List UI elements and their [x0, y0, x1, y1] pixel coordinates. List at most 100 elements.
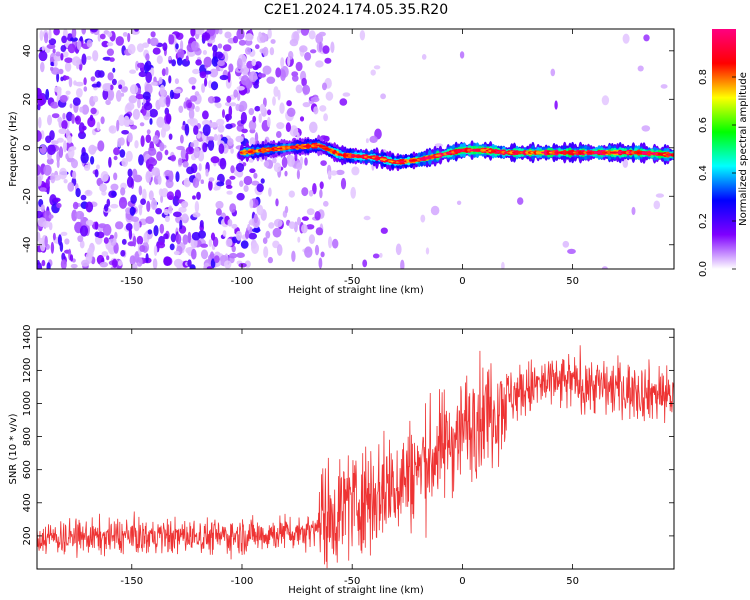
heatmap-cell: [280, 69, 286, 81]
heatmap-cell: [200, 249, 209, 260]
heatmap-cell: [187, 231, 192, 244]
heatmap-cell: [210, 232, 216, 241]
heatmap-x-ticks: -150 -100 -50 0 50: [120, 29, 579, 287]
heatmap-cell: [113, 155, 118, 161]
heatmap-cell: [272, 227, 282, 238]
heatmap-cell: [126, 176, 134, 188]
heatmap-x-axis-label: Height of straight line (km): [288, 285, 424, 296]
heatmap-cell: [459, 51, 465, 59]
heatmap-cell: [254, 44, 260, 50]
heatmap-cell: [158, 77, 163, 85]
heatmap-cell: [37, 217, 47, 228]
heatmap-cell: [249, 198, 254, 209]
heatmap-cell: [203, 56, 212, 68]
heatmap-cell: [142, 188, 147, 201]
heatmap-cell: [272, 157, 277, 164]
heatmap-frame: [36, 28, 675, 270]
heatmap-cell: [284, 170, 288, 177]
heatmap-cell: [342, 92, 351, 97]
heatmap-cell: [538, 151, 544, 155]
heatmap-cell: [253, 172, 258, 179]
heatmap-cell: [253, 75, 259, 80]
heatmap-cell: [231, 245, 236, 253]
heatmap-cell: [239, 180, 244, 187]
heatmap-cell: [301, 216, 309, 221]
heatmap-cell: [46, 158, 54, 165]
heatmap-cell: [94, 221, 99, 230]
heatmap-cell: [362, 259, 368, 268]
heatmap-cell: [76, 40, 82, 50]
heatmap-cell: [302, 84, 311, 95]
heatmap-cell: [161, 90, 167, 97]
heatmap-cell: [63, 179, 68, 184]
heatmap-cell: [279, 102, 285, 114]
heatmap-cell: [160, 127, 166, 138]
heatmap-cell: [258, 113, 262, 123]
heatmap-cell: [61, 120, 68, 130]
heatmap-cell: [145, 60, 152, 72]
heatmap-cell: [134, 140, 139, 149]
heatmap-cell: [230, 147, 234, 154]
heatmap-cell: [112, 67, 116, 73]
heatmap-cell: [173, 211, 182, 218]
heatmap-cell: [86, 39, 93, 48]
heatmap-cell: [158, 95, 167, 108]
heatmap-cell: [267, 109, 272, 116]
heatmap-cell: [70, 263, 78, 269]
heatmap-cell: [127, 32, 131, 43]
heatmap-cell: [39, 187, 47, 192]
heatmap-cell: [71, 209, 78, 222]
snr-series-line: [37, 345, 674, 569]
heatmap-cell: [233, 89, 239, 98]
heatmap-cell: [64, 57, 73, 63]
x-tick-label: 50: [566, 276, 579, 287]
heatmap-cell: [159, 223, 165, 234]
heatmap-cell: [240, 75, 250, 86]
heatmap-cell: [245, 47, 252, 55]
heatmap-cell: [176, 145, 185, 151]
heatmap-cell: [195, 105, 200, 113]
heatmap-cell: [308, 30, 316, 40]
heatmap-cell: [192, 177, 200, 189]
heatmap-cell: [567, 248, 576, 254]
y-tick-label: 800: [22, 427, 33, 446]
heatmap-cell: [260, 178, 265, 184]
heatmap-cell: [145, 53, 150, 61]
heatmap-cell: [212, 44, 218, 53]
heatmap-cell: [306, 224, 315, 230]
heatmap-cell: [248, 108, 255, 116]
heatmap-cell: [300, 29, 310, 36]
heatmap-cell: [236, 252, 245, 258]
heatmap-cell: [78, 122, 85, 134]
x-tick-label: 0: [459, 576, 465, 587]
heatmap-cell: [90, 29, 98, 33]
heatmap-cell: [99, 33, 106, 40]
heatmap-cell: [420, 214, 426, 223]
heatmap-cell: [268, 187, 272, 197]
heatmap-cell: [339, 98, 348, 106]
colorbar-tick-label: 0.8: [698, 69, 709, 85]
snr-y-axis-label: SNR (10 * v/v): [8, 413, 19, 484]
heatmap-cell: [323, 113, 328, 122]
heatmap-cell: [206, 136, 216, 141]
heatmap-cell: [60, 53, 64, 61]
heatmap-cell: [85, 219, 94, 226]
heatmap-cell: [152, 135, 159, 145]
heatmap-cell: [170, 154, 176, 162]
heatmap-cell: [94, 169, 99, 178]
heatmap-cell: [57, 117, 63, 123]
heatmap-cell: [115, 36, 125, 46]
heatmap-cell: [139, 122, 145, 127]
heatmap-cell: [286, 100, 292, 107]
heatmap-cell: [248, 232, 257, 240]
heatmap-cell: [266, 76, 276, 84]
heatmap-cell: [208, 177, 215, 182]
heatmap-cell: [142, 91, 151, 100]
heatmap-cell: [325, 91, 334, 101]
heatmap-cell: [226, 95, 232, 103]
heatmap-cell: [175, 233, 182, 245]
heatmap-cell: [182, 161, 189, 168]
heatmap-cell: [373, 65, 381, 70]
heatmap-cell: [101, 190, 107, 196]
heatmap-cell: [104, 204, 109, 212]
